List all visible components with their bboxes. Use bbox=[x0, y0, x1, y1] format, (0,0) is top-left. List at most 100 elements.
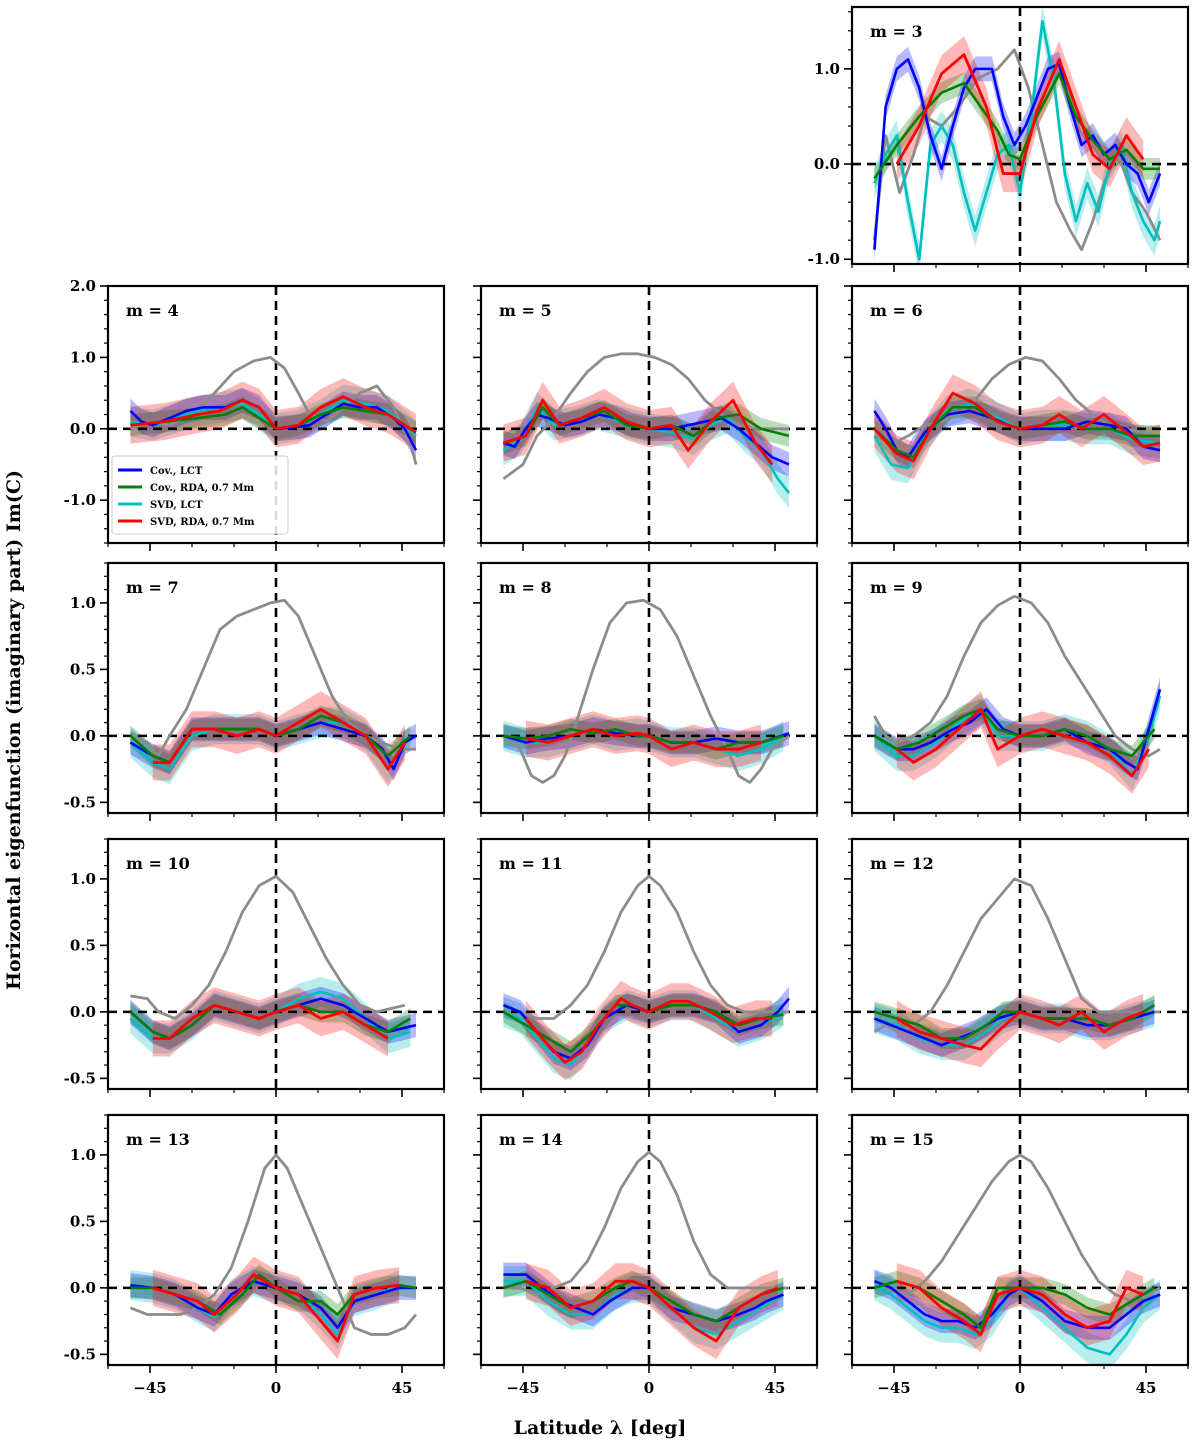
band-svd-lct-m3 bbox=[874, 7, 1160, 264]
series-svd-rda-m11 bbox=[524, 997, 773, 1064]
panel-label-m12: m = 12 bbox=[870, 854, 934, 873]
band-svd-lct-m14 bbox=[503, 1266, 784, 1350]
series-svd-rda-m4 bbox=[130, 395, 417, 434]
plot-area-m4 bbox=[108, 286, 444, 543]
y-tick-label: 0.5 bbox=[70, 936, 96, 954]
plot-area-m14 bbox=[481, 1115, 817, 1365]
plot-area-m11 bbox=[481, 839, 817, 1089]
reference-curve-m5 bbox=[502, 352, 789, 480]
y-tick-label: 0.0 bbox=[70, 1279, 96, 1297]
y-tick-label: -0.5 bbox=[64, 1345, 96, 1363]
reference-curve-m10 bbox=[130, 874, 406, 1020]
series-svd-rda-m9 bbox=[895, 707, 1150, 778]
band-svd-rda-m11 bbox=[525, 980, 773, 1081]
x-tick-label: 0 bbox=[1015, 1379, 1025, 1397]
band-svd-rda-m10 bbox=[152, 987, 388, 1057]
y-tick-label: 0.5 bbox=[70, 660, 96, 678]
y-axis-label: Horizontal eigenfunction (imaginary part… bbox=[3, 470, 25, 990]
plot-area-m8 bbox=[481, 563, 817, 813]
band-cov-lct-m10 bbox=[130, 986, 416, 1051]
y-tick-label: 1.0 bbox=[814, 60, 840, 78]
series-cov-lct-m15 bbox=[873, 1280, 1161, 1330]
panel-label-m5: m = 5 bbox=[499, 301, 552, 320]
band-svd-lct-m15 bbox=[874, 1270, 1160, 1365]
x-tick-label: 0 bbox=[644, 1379, 654, 1397]
panel-label-m3: m = 3 bbox=[870, 22, 923, 41]
band-cov-rda-m10 bbox=[130, 994, 411, 1049]
y-tick-label: 0.0 bbox=[814, 155, 840, 173]
plot-area-m3 bbox=[852, 7, 1188, 264]
series-svd-rda-m14 bbox=[525, 1279, 779, 1343]
panel-m15: −45 0 45 m = 15 bbox=[844, 1113, 1190, 1397]
panel-m6: m = 6 bbox=[844, 284, 1190, 551]
plot-area-m12 bbox=[852, 839, 1188, 1089]
reference-curve-m8 bbox=[502, 598, 790, 784]
x-axis-label: Latitude λ [deg] bbox=[514, 1417, 687, 1439]
series-svd-rda-m3 bbox=[895, 53, 1145, 175]
series-cov-rda-m5 bbox=[503, 406, 790, 445]
panel-m11: m = 11 bbox=[473, 837, 819, 1097]
plot-area-m5 bbox=[481, 286, 817, 543]
band-svd-rda-m5 bbox=[503, 381, 773, 483]
panel-m3: -1.0 0.0 1.0 m = 3 bbox=[808, 5, 1190, 272]
series-cov-lct-m14 bbox=[503, 1273, 784, 1323]
panel-label-m6: m = 6 bbox=[870, 301, 923, 320]
x-tick-label: 45 bbox=[392, 1379, 413, 1397]
legend-label: Cov., RDA, 0.7 Mm bbox=[150, 483, 255, 494]
band-svd-rda-m4 bbox=[130, 378, 416, 451]
panel-label-m13: m = 13 bbox=[126, 1130, 190, 1149]
series-svd-rda-m13 bbox=[152, 1273, 400, 1343]
panel-m10: -0.5 0.0 0.5 1.0 m = 10 bbox=[64, 837, 446, 1097]
band-cov-rda-m14 bbox=[503, 1270, 784, 1332]
series-svd-rda-m6 bbox=[873, 391, 1161, 463]
y-tick-label: 2.0 bbox=[70, 277, 96, 295]
y-tick-label: -1.0 bbox=[64, 491, 96, 509]
band-cov-lct-m9 bbox=[874, 677, 1160, 782]
series-svd-rda-m12 bbox=[896, 1010, 1144, 1051]
panel-label-m10: m = 10 bbox=[126, 854, 190, 873]
panel-m13: -0.5 0.0 0.5 1.0 −45 0 45 m = 13 bbox=[64, 1113, 446, 1397]
panel-m14: −45 0 45 m = 14 bbox=[473, 1113, 819, 1397]
reference-curve-m15 bbox=[874, 1153, 1161, 1303]
plot-area-m7 bbox=[108, 563, 444, 813]
reference-curve-m13 bbox=[129, 1153, 418, 1336]
y-tick-label: -0.5 bbox=[64, 793, 96, 811]
panel-label-m14: m = 14 bbox=[499, 1130, 563, 1149]
band-svd-rda-m7 bbox=[152, 691, 405, 788]
y-tick-label: 0.5 bbox=[70, 1212, 96, 1230]
y-tick-label: 0.0 bbox=[70, 420, 96, 438]
legend-box bbox=[111, 455, 289, 535]
x-tick-label: 45 bbox=[1136, 1379, 1157, 1397]
x-tick-label: −45 bbox=[506, 1379, 539, 1397]
panel-m8: m = 8 bbox=[473, 561, 819, 821]
series-svd-rda-m10 bbox=[152, 1003, 389, 1040]
y-tick-label: 0.0 bbox=[70, 1003, 96, 1021]
panel-m7: -0.5 0.0 0.5 1.0 m = 7 bbox=[64, 561, 446, 821]
reference-curve-m11 bbox=[502, 874, 789, 1020]
band-cov-rda-m3 bbox=[874, 62, 1160, 190]
x-tick-label: −45 bbox=[877, 1379, 910, 1397]
band-cov-rda-m15 bbox=[874, 1270, 1155, 1339]
y-tick-label: -1.0 bbox=[808, 250, 840, 268]
series-cov-rda-m12 bbox=[874, 1004, 1156, 1040]
panel-label-m4: m = 4 bbox=[126, 301, 179, 320]
reference-curve-m9 bbox=[873, 594, 1161, 758]
series-cov-rda-m9 bbox=[873, 707, 1156, 758]
legend-label: SVD, LCT bbox=[150, 500, 203, 511]
band-svd-rda-m15 bbox=[896, 1263, 1144, 1353]
panel-m5: m = 5 bbox=[473, 284, 819, 551]
series-cov-lct-m3 bbox=[873, 58, 1162, 250]
series-svd-lct-m4 bbox=[130, 398, 417, 437]
y-tick-label: -0.5 bbox=[64, 1069, 96, 1087]
plot-area-m15 bbox=[852, 1115, 1188, 1365]
panel-label-m15: m = 15 bbox=[870, 1130, 934, 1149]
panel-label-m9: m = 9 bbox=[870, 578, 923, 597]
panel-m4: -1.0 0.0 1.0 2.0 m = 4 bbox=[64, 277, 446, 551]
series-svd-rda-m7 bbox=[152, 707, 406, 771]
panel-label-m11: m = 11 bbox=[499, 854, 563, 873]
x-tick-label: −45 bbox=[133, 1379, 166, 1397]
panel-label-m7: m = 7 bbox=[126, 578, 179, 597]
series-svd-rda-m5 bbox=[502, 398, 774, 466]
y-tick-label: 1.0 bbox=[70, 870, 96, 888]
